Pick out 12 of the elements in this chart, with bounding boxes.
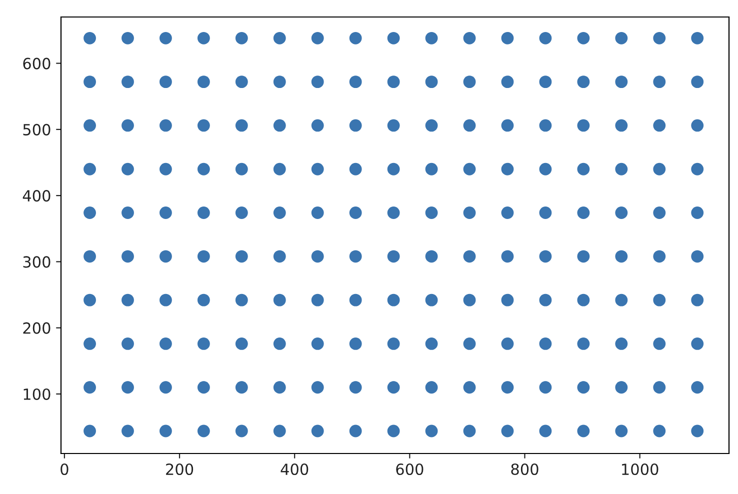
- y-tick-label: 100: [24, 388, 50, 400]
- x-tick-label: 200: [166, 463, 194, 476]
- y-tick-label: 400: [22, 190, 50, 202]
- y-tick-label: 600: [23, 58, 50, 70]
- x-tick-label: 800: [511, 463, 538, 476]
- y-tick-label: 300: [23, 256, 50, 268]
- x-tick-label: 1000: [622, 463, 658, 476]
- y-tick-label: 200: [23, 322, 50, 334]
- x-tick-label: 600: [396, 463, 424, 476]
- x-tick-label: 400: [280, 463, 308, 476]
- x-tick-label: 0: [60, 463, 68, 476]
- y-tick-label: 500: [23, 124, 50, 136]
